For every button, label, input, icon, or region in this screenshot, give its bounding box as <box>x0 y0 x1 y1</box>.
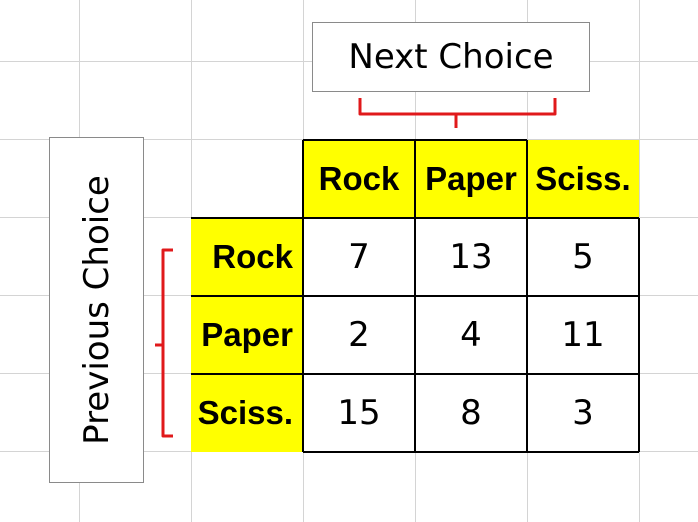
cell-scissors-scissors: 3 <box>572 393 594 433</box>
cell-scissors-rock: 15 <box>337 393 381 433</box>
next-choice-text: Next Choice <box>348 37 554 77</box>
cell-paper-rock: 2 <box>348 315 370 355</box>
cell-rock-scissors: 5 <box>572 237 594 277</box>
next-choice-bracket <box>358 98 557 128</box>
previous-choice-bracket <box>155 248 173 438</box>
cell-scissors-paper: 8 <box>460 393 482 433</box>
row-header-scissors: Sciss. <box>191 374 303 452</box>
cell-paper-paper: 4 <box>460 315 482 355</box>
next-choice-label: Next Choice <box>312 22 590 92</box>
column-header-rock: Rock <box>303 140 415 218</box>
row-header-paper: Paper <box>191 296 303 374</box>
previous-choice-label: Previous Choice <box>49 137 144 483</box>
previous-choice-text: Previous Choice <box>76 175 117 445</box>
column-header-paper: Paper <box>415 140 527 218</box>
cell-paper-scissors: 11 <box>561 315 605 355</box>
cell-rock-rock: 7 <box>348 237 370 277</box>
row-header-rock: Rock <box>191 218 303 296</box>
column-header-scissors: Sciss. <box>527 140 639 218</box>
cell-rock-paper: 13 <box>449 237 493 277</box>
